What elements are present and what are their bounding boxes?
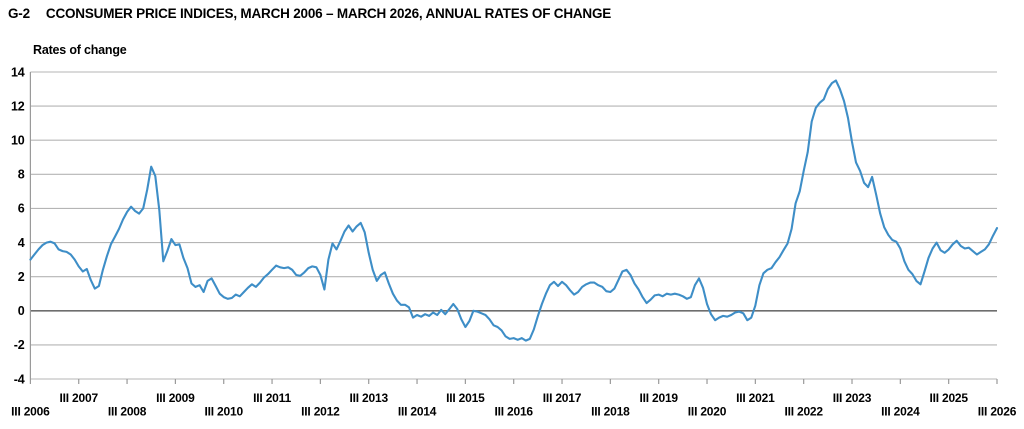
x-tick-label: III 2009 bbox=[156, 391, 195, 405]
x-tick-label: III 2014 bbox=[398, 405, 437, 419]
y-tick-label: -4 bbox=[14, 372, 25, 386]
y-tick-label: 12 bbox=[11, 99, 25, 113]
x-tick-label: III 2019 bbox=[639, 391, 678, 405]
y-tick-label: 10 bbox=[11, 134, 25, 148]
x-tick-label: III 2025 bbox=[929, 391, 968, 405]
x-tick-label: III 2012 bbox=[301, 405, 340, 419]
y-tick-label: 14 bbox=[11, 65, 25, 79]
x-tick-label: III 2017 bbox=[543, 391, 582, 405]
x-tick-label: III 2008 bbox=[108, 405, 147, 419]
x-tick-label: III 2016 bbox=[494, 405, 533, 419]
y-tick-label: 8 bbox=[18, 168, 25, 182]
figure-number: G-2 bbox=[8, 6, 30, 21]
x-tick-label: III 2013 bbox=[349, 391, 388, 405]
y-tick-label: 6 bbox=[18, 202, 25, 216]
x-tick-label: III 2006 bbox=[11, 405, 50, 419]
x-tick-label: III 2011 bbox=[253, 391, 291, 405]
y-tick-label: -2 bbox=[14, 338, 25, 352]
x-tick-label: III 2020 bbox=[688, 405, 727, 419]
x-tick-label: III 2021 bbox=[736, 391, 775, 405]
cpi-series-line bbox=[29, 79, 999, 342]
x-tick-label: III 2015 bbox=[446, 391, 485, 405]
y-axis-title: Rates of change bbox=[33, 43, 127, 57]
y-tick-label: 4 bbox=[18, 236, 25, 250]
x-tick-label: III 2007 bbox=[60, 391, 99, 405]
x-tick-label: III 2022 bbox=[784, 405, 823, 419]
y-tick-label: 2 bbox=[18, 270, 25, 284]
x-tick-label: III 2018 bbox=[591, 405, 630, 419]
x-tick-label: III 2024 bbox=[881, 405, 920, 419]
y-tick-label: 0 bbox=[18, 304, 25, 318]
figure-title-text: CCONSUMER PRICE INDICES, MARCH 2006 – MA… bbox=[45, 6, 612, 21]
chart-title: G-2 CCONSUMER PRICE INDICES, MARCH 2006 … bbox=[8, 6, 611, 21]
x-tick-label: III 2026 bbox=[978, 405, 1017, 419]
x-tick-label: III 2023 bbox=[833, 391, 872, 405]
x-tick-label: III 2010 bbox=[205, 405, 244, 419]
